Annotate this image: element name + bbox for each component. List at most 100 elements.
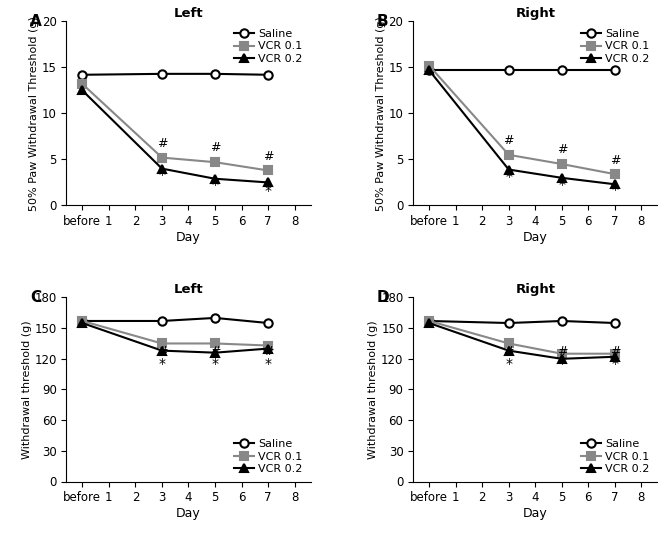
Title: Left: Left <box>174 7 203 20</box>
VCR 0.2 <box>558 356 566 362</box>
VCR 0.1 <box>558 161 566 167</box>
Line: VCR 0.1: VCR 0.1 <box>425 317 619 358</box>
Text: *: * <box>212 178 218 192</box>
VCR 0.1 <box>264 342 272 349</box>
VCR 0.2 <box>158 347 166 354</box>
Line: VCR 0.1: VCR 0.1 <box>78 80 272 174</box>
Legend: Saline, VCR 0.1, VCR 0.2: Saline, VCR 0.1, VCR 0.2 <box>232 27 305 66</box>
Legend: Saline, VCR 0.1, VCR 0.2: Saline, VCR 0.1, VCR 0.2 <box>578 27 652 66</box>
Text: #: # <box>556 345 567 358</box>
Text: *: * <box>212 357 218 371</box>
VCR 0.2 <box>211 175 219 182</box>
Saline <box>78 72 86 78</box>
VCR 0.1 <box>425 318 433 324</box>
VCR 0.1 <box>505 340 513 347</box>
Line: Saline: Saline <box>425 317 619 327</box>
Y-axis label: Withdrawal threshold (g): Withdrawal threshold (g) <box>21 320 31 459</box>
Saline <box>505 320 513 326</box>
Title: Left: Left <box>174 284 203 296</box>
Text: #: # <box>263 150 274 163</box>
Text: *: * <box>265 357 272 371</box>
Saline <box>505 67 513 73</box>
VCR 0.1 <box>264 167 272 174</box>
VCR 0.1 <box>611 171 619 178</box>
Text: #: # <box>210 141 220 154</box>
Text: *: * <box>612 357 618 371</box>
Text: #: # <box>157 345 167 358</box>
VCR 0.1 <box>158 155 166 161</box>
VCR 0.1 <box>425 63 433 69</box>
Text: #: # <box>157 137 167 150</box>
VCR 0.1 <box>211 159 219 165</box>
VCR 0.2 <box>425 67 433 73</box>
VCR 0.2 <box>611 181 619 187</box>
X-axis label: Day: Day <box>523 507 548 520</box>
Text: #: # <box>610 345 620 358</box>
VCR 0.1 <box>558 350 566 357</box>
Saline <box>158 318 166 324</box>
Line: Saline: Saline <box>78 314 272 327</box>
Text: #: # <box>210 345 220 358</box>
VCR 0.1 <box>158 340 166 347</box>
Saline <box>611 67 619 73</box>
Text: *: * <box>558 357 565 371</box>
VCR 0.2 <box>78 320 86 326</box>
Saline <box>158 71 166 77</box>
Text: *: * <box>558 178 565 192</box>
VCR 0.2 <box>264 179 272 186</box>
Line: VCR 0.2: VCR 0.2 <box>78 319 272 357</box>
VCR 0.1 <box>211 340 219 347</box>
VCR 0.2 <box>505 166 513 173</box>
Text: #: # <box>263 345 274 358</box>
Text: *: * <box>159 357 165 371</box>
Line: Saline: Saline <box>78 70 272 79</box>
Saline <box>211 71 219 77</box>
Y-axis label: Withdrawal threshold (g): Withdrawal threshold (g) <box>369 320 378 459</box>
VCR 0.2 <box>158 165 166 172</box>
Saline <box>558 318 566 324</box>
VCR 0.2 <box>211 349 219 356</box>
X-axis label: Day: Day <box>523 231 548 244</box>
Saline <box>264 320 272 326</box>
Line: VCR 0.2: VCR 0.2 <box>78 86 272 187</box>
Legend: Saline, VCR 0.1, VCR 0.2: Saline, VCR 0.1, VCR 0.2 <box>232 437 305 476</box>
Text: A: A <box>30 14 42 29</box>
VCR 0.1 <box>505 151 513 158</box>
Y-axis label: 50% Paw Withdrawal Threshold (g): 50% Paw Withdrawal Threshold (g) <box>376 16 386 211</box>
Title: Right: Right <box>515 284 555 296</box>
Text: #: # <box>503 134 514 148</box>
Saline <box>264 72 272 78</box>
Y-axis label: 50% Paw Withdrawal Threshold (g): 50% Paw Withdrawal Threshold (g) <box>29 16 39 211</box>
Text: *: * <box>265 184 272 198</box>
VCR 0.1 <box>78 318 86 324</box>
Line: VCR 0.2: VCR 0.2 <box>425 66 619 188</box>
Text: B: B <box>376 14 388 29</box>
X-axis label: Day: Day <box>176 507 201 520</box>
Line: Saline: Saline <box>425 66 619 74</box>
VCR 0.1 <box>78 81 86 87</box>
Text: #: # <box>556 143 567 156</box>
Text: C: C <box>30 290 41 305</box>
Legend: Saline, VCR 0.1, VCR 0.2: Saline, VCR 0.1, VCR 0.2 <box>578 437 652 476</box>
Text: #: # <box>503 345 514 358</box>
VCR 0.1 <box>611 350 619 357</box>
VCR 0.2 <box>558 174 566 181</box>
Text: D: D <box>376 290 389 305</box>
Saline <box>78 318 86 324</box>
VCR 0.2 <box>425 320 433 326</box>
Line: VCR 0.1: VCR 0.1 <box>78 317 272 350</box>
Line: VCR 0.1: VCR 0.1 <box>425 62 619 178</box>
Saline <box>611 320 619 326</box>
Saline <box>211 315 219 321</box>
Text: *: * <box>505 170 512 184</box>
Saline <box>558 67 566 73</box>
Title: Right: Right <box>515 7 555 20</box>
Line: VCR 0.2: VCR 0.2 <box>425 319 619 363</box>
Text: #: # <box>610 154 620 167</box>
Text: *: * <box>612 183 618 197</box>
Text: *: * <box>505 357 512 371</box>
VCR 0.2 <box>78 87 86 94</box>
Text: *: * <box>159 169 165 182</box>
X-axis label: Day: Day <box>176 231 201 244</box>
VCR 0.2 <box>264 346 272 352</box>
